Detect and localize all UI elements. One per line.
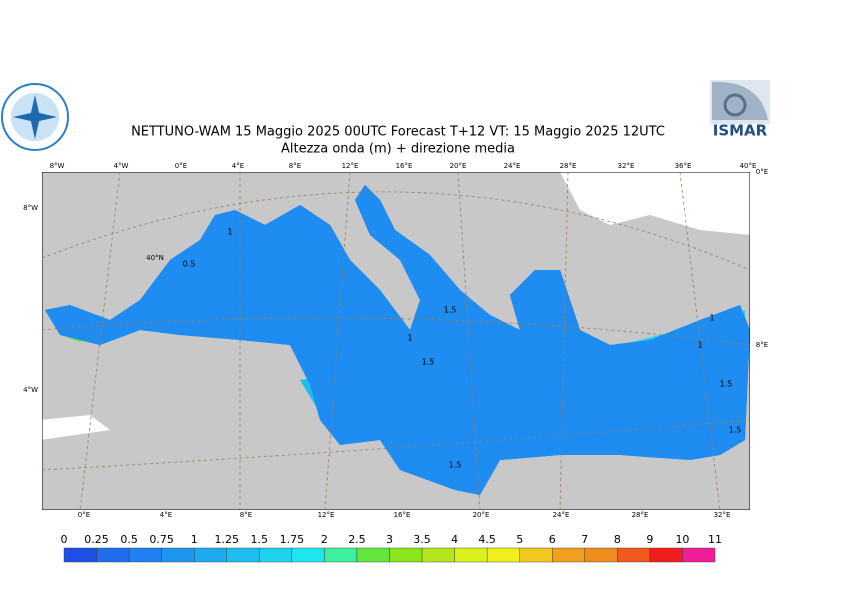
colorbar-tick-label: 11 bbox=[708, 533, 722, 546]
top-lon-label: 32°E bbox=[618, 162, 635, 170]
bottom-lon-label: 32°E bbox=[714, 511, 731, 519]
top-lon-label: 20°E bbox=[450, 162, 467, 170]
colorbar-tick-label: 9 bbox=[646, 533, 653, 546]
lat-label: 40°N bbox=[146, 254, 164, 262]
contour-label: 0.5 bbox=[183, 260, 196, 269]
bottom-lon-label: 24°E bbox=[553, 511, 570, 519]
colorbar-swatch bbox=[584, 547, 618, 563]
colorbar-tick-label: 5 bbox=[516, 533, 523, 546]
top-lon-label: 0°E bbox=[175, 162, 187, 170]
colorbar-tick-label: 7 bbox=[581, 533, 588, 546]
right-label: 0°E bbox=[756, 168, 768, 176]
colorbar-tick-label: 1 bbox=[191, 533, 198, 546]
top-lon-label: 24°E bbox=[504, 162, 521, 170]
top-lon-label: 36°E bbox=[675, 162, 692, 170]
colorbar-tick-label: 3 bbox=[386, 533, 393, 546]
colorbar-tick-label: 8 bbox=[614, 533, 621, 546]
title: NETTUNO-WAM 15 Maggio 2025 00UTC Forecas… bbox=[131, 125, 665, 140]
colorbar-tick-label: 2 bbox=[321, 533, 328, 546]
colorbar-tick-label: 0 bbox=[61, 533, 68, 546]
top-lon-label: 8°W bbox=[50, 162, 65, 170]
colorbar-tick-label: 0.75 bbox=[149, 533, 174, 546]
subtitle: Altezza onda (m) + direzione media bbox=[281, 142, 515, 157]
contour-label: 1.5 bbox=[444, 306, 457, 315]
colorbar-swatch bbox=[193, 547, 227, 563]
contour-label: 1.5 bbox=[422, 358, 435, 367]
colorbar-swatch bbox=[389, 547, 423, 563]
contour-label: 1 bbox=[407, 334, 412, 343]
contour-label: 1.5 bbox=[729, 426, 742, 435]
colorbar-tick-label: 10 bbox=[675, 533, 689, 546]
colorbar-swatch bbox=[649, 547, 683, 563]
right-logo: ISMAR bbox=[710, 80, 770, 140]
left-label: 4°W bbox=[23, 386, 38, 394]
top-lon-label: 4°E bbox=[232, 162, 244, 170]
contour-label: 1.5 bbox=[720, 380, 733, 389]
contour-label: 1.5 bbox=[449, 461, 462, 470]
colorbar-swatch bbox=[552, 547, 585, 563]
bottom-lon-label: 0°E bbox=[78, 511, 90, 519]
top-lon-label: 40°E bbox=[740, 162, 757, 170]
colorbar-swatch bbox=[291, 547, 325, 563]
colorbar-tick-label: 1.25 bbox=[215, 533, 240, 546]
colorbar-swatch bbox=[421, 547, 455, 563]
contour-label: 1 bbox=[697, 341, 702, 350]
colorbar-swatch bbox=[63, 547, 97, 563]
top-lon-label: 16°E bbox=[396, 162, 413, 170]
map bbox=[42, 172, 750, 510]
bottom-lon-label: 8°E bbox=[240, 511, 252, 519]
colorbar-swatch bbox=[161, 547, 195, 563]
bottom-lon-label: 20°E bbox=[473, 511, 490, 519]
contour-label: 1 bbox=[227, 228, 232, 237]
colorbar-swatch bbox=[519, 547, 553, 563]
colorbar-swatch bbox=[356, 547, 390, 563]
top-lon-label: 12°E bbox=[342, 162, 359, 170]
colorbar-tick-label: 3.5 bbox=[413, 533, 431, 546]
colorbar-tick-label: 1.5 bbox=[251, 533, 269, 546]
left-label: 8°W bbox=[23, 204, 38, 212]
top-lon-label: 4°W bbox=[114, 162, 129, 170]
colorbar-swatch bbox=[454, 547, 488, 563]
colorbar-swatch bbox=[128, 547, 162, 563]
colorbar-tick-label: 0.25 bbox=[84, 533, 109, 546]
top-lon-label: 28°E bbox=[560, 162, 577, 170]
bottom-lon-label: 4°E bbox=[160, 511, 172, 519]
colorbar-tick-label: 4.5 bbox=[478, 533, 496, 546]
colorbar-tick-label: 0.5 bbox=[120, 533, 138, 546]
colorbar-tick-label: 2.5 bbox=[348, 533, 366, 546]
colorbar-swatch bbox=[259, 547, 293, 563]
contour-label: 1 bbox=[709, 314, 714, 323]
colorbar-swatch bbox=[226, 547, 260, 563]
bottom-lon-label: 12°E bbox=[318, 511, 335, 519]
logo-text: ISMAR bbox=[713, 122, 768, 140]
colorbar-swatch bbox=[324, 547, 358, 563]
top-lon-label: 8°E bbox=[289, 162, 301, 170]
colorbar-tick-label: 1.75 bbox=[280, 533, 305, 546]
colorbar-swatch bbox=[486, 547, 520, 563]
colorbar-tick-label: 6 bbox=[549, 533, 556, 546]
colorbar-swatch bbox=[682, 547, 716, 563]
colorbar-tick-label: 4 bbox=[451, 533, 458, 546]
colorbar-swatch bbox=[617, 547, 651, 563]
bottom-lon-label: 28°E bbox=[632, 511, 649, 519]
bottom-lon-label: 16°E bbox=[394, 511, 411, 519]
left-logo bbox=[1, 83, 69, 151]
right-label: 8°E bbox=[756, 341, 768, 349]
colorbar-swatch bbox=[96, 547, 130, 563]
